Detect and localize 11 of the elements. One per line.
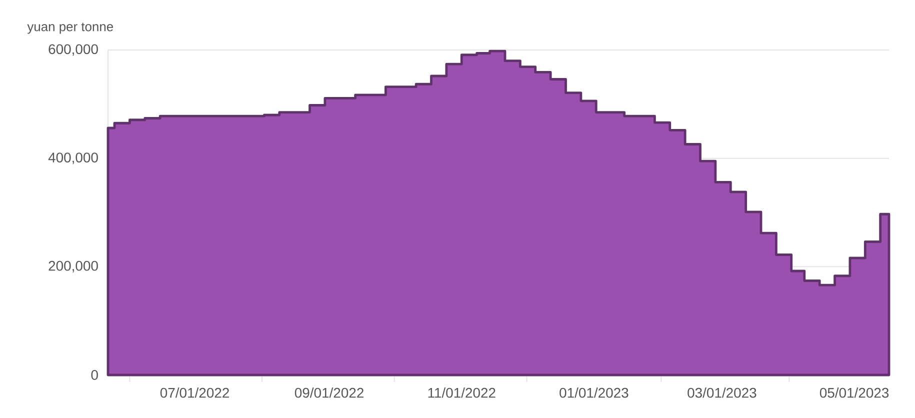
x-tick-label: 01/01/2023 — [560, 388, 628, 398]
x-tick-label: 07/01/2022 — [160, 388, 229, 398]
y-tick-label: 0 — [91, 370, 98, 380]
y-tick-label: 400,000 — [48, 152, 98, 164]
y-axis-title: yuan per tonne — [27, 22, 114, 34]
y-tick-label: 200,000 — [48, 260, 98, 272]
x-tick-label: 05/01/2023 — [820, 388, 889, 398]
x-tick-label: 03/01/2023 — [688, 388, 756, 398]
x-tick-label: 09/01/2022 — [294, 388, 364, 398]
x-tick-label: 11/01/2022 — [428, 388, 496, 398]
y-tick-label: 600,000 — [48, 44, 98, 56]
